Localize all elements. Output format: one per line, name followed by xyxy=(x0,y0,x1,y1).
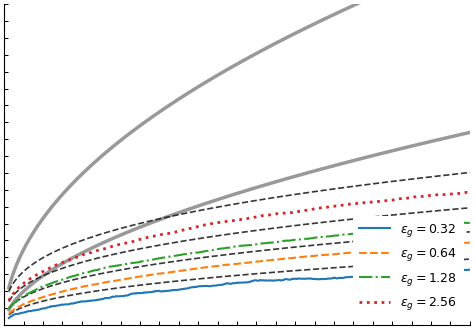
Legend: $\epsilon_g = 0.32$, $\epsilon_g = 0.64$, $\epsilon_g = 1.28$, $\epsilon_g = 2.5: $\epsilon_g = 0.32$, $\epsilon_g = 0.64$… xyxy=(353,215,464,318)
